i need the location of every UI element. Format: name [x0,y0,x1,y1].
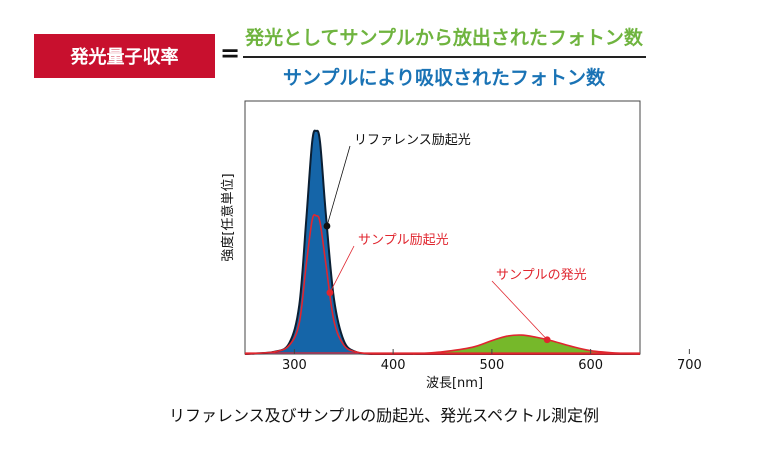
annotation-leader [329,245,355,293]
annotation-leader [491,280,548,341]
figure-caption: リファレンス及びサンプルの励起光、発光スペクトル測定例 [168,406,600,425]
annotation-leader [326,145,351,227]
series-emission-line [412,334,641,355]
x-tick-label: 700 [677,358,702,373]
annotation-label: リファレンス励起光 [354,133,471,148]
x-axis-label: 波長[nm] [426,376,483,391]
fraction-bar [243,56,646,58]
annotation-dot [326,289,334,297]
formula-numerator: 発光としてサンプルから放出されたフォトン数 [245,27,643,49]
equals-sign: = [220,39,241,67]
quantum-yield-label: 発光量子収率 [34,34,215,78]
x-tick-label: 300 [282,358,307,373]
annotation-dot [543,336,551,344]
series-sample-line [244,213,640,355]
formula-denominator: サンプルにより吸収されたフォトン数 [282,67,606,89]
x-tick-label: 400 [381,358,406,373]
annotation-dot [323,222,331,230]
x-tick-label: 500 [479,358,504,373]
x-tick-label: 600 [578,358,603,373]
y-axis-label: 強度[任意単位] [220,173,236,261]
series-emission-fill [412,334,640,354]
series-reference-fill [245,130,640,354]
annotation-label: サンプルの発光 [496,268,587,283]
annotation-label: サンプル励起光 [358,233,449,248]
